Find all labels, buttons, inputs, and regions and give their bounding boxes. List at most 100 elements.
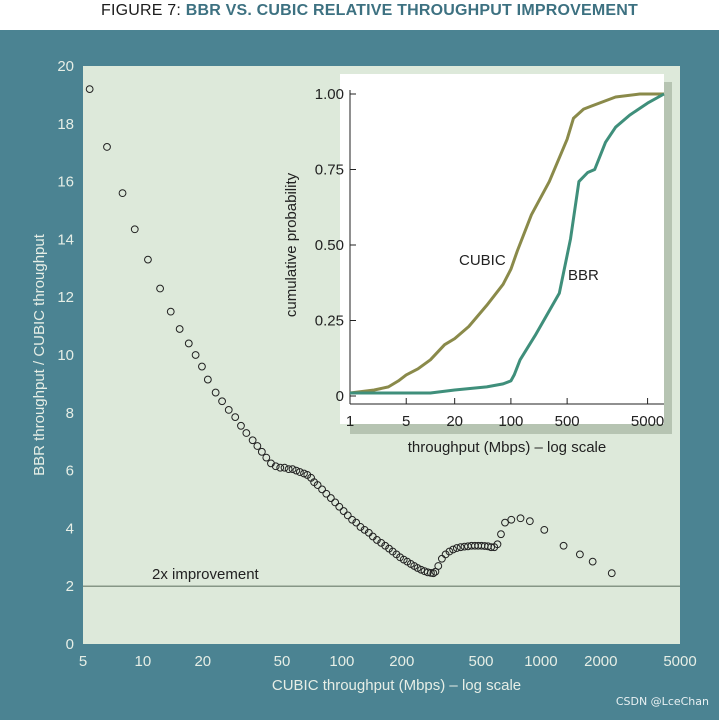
y-tick-label: 0 (66, 636, 74, 653)
data-point (257, 447, 266, 456)
data-point (575, 550, 584, 559)
data-point (516, 514, 525, 523)
data-point (156, 284, 164, 293)
x-tick-label: 200 (389, 653, 414, 670)
data-point (237, 421, 245, 430)
data-point (175, 325, 184, 333)
data-point (588, 557, 597, 566)
data-point (85, 85, 94, 94)
data-point (540, 525, 549, 534)
data-point (326, 494, 335, 502)
inset-y-tick-label: 0.75 (315, 162, 344, 179)
x-tick-label: 5000 (663, 653, 696, 670)
data-point (318, 485, 326, 494)
inset-series-line-bbr (350, 92, 665, 395)
x-axis-label: CUBIC throughput (Mbps) – log scale (272, 677, 521, 694)
bbr-series-label: BBR (568, 267, 599, 284)
data-point (445, 547, 454, 556)
data-point (130, 225, 139, 234)
data-point (507, 515, 516, 524)
data-point (501, 518, 509, 527)
x-tick-label: 10 (135, 653, 152, 670)
inset-y-tick-label: 0 (336, 388, 344, 405)
data-point (313, 481, 322, 489)
x-tick-label: 2000 (584, 653, 617, 670)
inset-x-tick-label: 100 (498, 413, 523, 430)
inset-y-tick-label: 0.25 (315, 313, 344, 330)
inset-x-tick-label: 5000 (631, 413, 664, 430)
data-point (339, 507, 348, 515)
y-axis-label: BBR throughput / CUBIC throughput (31, 233, 48, 476)
figure-title: FIGURE 7: BBR VS. CUBIC RELATIVE THROUGH… (0, 0, 638, 22)
data-point (322, 489, 331, 498)
data-point (487, 543, 496, 552)
data-point (295, 468, 304, 476)
inset-x-tick-label: 20 (446, 413, 463, 430)
y-tick-label: 6 (66, 463, 74, 480)
data-point (413, 564, 422, 572)
data-point (271, 462, 280, 471)
data-point (144, 255, 152, 264)
data-point (292, 466, 301, 475)
data-point (248, 436, 257, 445)
data-point (118, 189, 127, 198)
y-tick-label: 16 (57, 174, 74, 191)
watermark: CSDN @LceChan (615, 695, 709, 708)
x-tick-label: 100 (329, 653, 354, 670)
y-tick-label: 14 (57, 231, 74, 248)
data-point (434, 562, 443, 570)
y-tick-label: 10 (57, 347, 74, 364)
data-point (262, 453, 271, 462)
data-point (218, 397, 226, 406)
data-point (525, 517, 534, 526)
inset-series-line-cubic (349, 92, 664, 395)
y-tick-label: 20 (57, 58, 74, 75)
data-point (280, 463, 289, 472)
x-tick-label: 1000 (524, 653, 557, 670)
data-point (224, 406, 233, 414)
data-point (203, 375, 212, 384)
data-point (452, 544, 461, 552)
data-point (184, 339, 193, 348)
data-point (559, 541, 568, 550)
data-point (607, 569, 616, 578)
data-point (331, 498, 340, 507)
data-point (211, 388, 220, 397)
data-point (343, 511, 352, 520)
figure-heading: BBR VS. CUBIC RELATIVE THROUGHPUT IMPROV… (185, 2, 638, 19)
data-point (417, 565, 425, 574)
figure-number: FIGURE 7: (101, 2, 182, 19)
data-point (426, 569, 435, 577)
inset-panel (340, 74, 664, 424)
y-tick-label: 4 (66, 520, 74, 537)
data-point (335, 502, 344, 511)
data-point (198, 362, 206, 371)
y-tick-label: 18 (57, 116, 74, 133)
data-point (166, 307, 175, 316)
data-point (352, 518, 361, 527)
x-tick-label: 20 (194, 653, 211, 670)
y-tick-label: 8 (66, 405, 74, 422)
y-tick-label: 12 (57, 289, 74, 306)
data-point (284, 465, 293, 474)
inset-x-tick-label: 500 (555, 413, 580, 430)
inset-y-tick-label: 1.00 (315, 86, 344, 103)
data-point (231, 413, 240, 422)
data-point (191, 351, 200, 359)
reference-line-label: 2x improvement (152, 566, 260, 583)
inset-x-tick-label: 5 (402, 413, 410, 430)
data-point (242, 429, 251, 437)
data-point (449, 545, 457, 554)
inset-y-axis-label: cumulative probability (283, 172, 300, 317)
data-point (288, 465, 297, 474)
cubic-series-label: CUBIC (459, 252, 506, 269)
data-point (456, 543, 465, 552)
x-tick-label: 50 (274, 653, 291, 670)
data-point (423, 568, 432, 577)
inset-x-axis-label: throughput (Mbps) – log scale (408, 439, 606, 456)
inset-x-tick-label: 1 (346, 413, 354, 430)
data-point (497, 530, 505, 539)
inset-y-tick-label: 0.50 (315, 237, 344, 254)
